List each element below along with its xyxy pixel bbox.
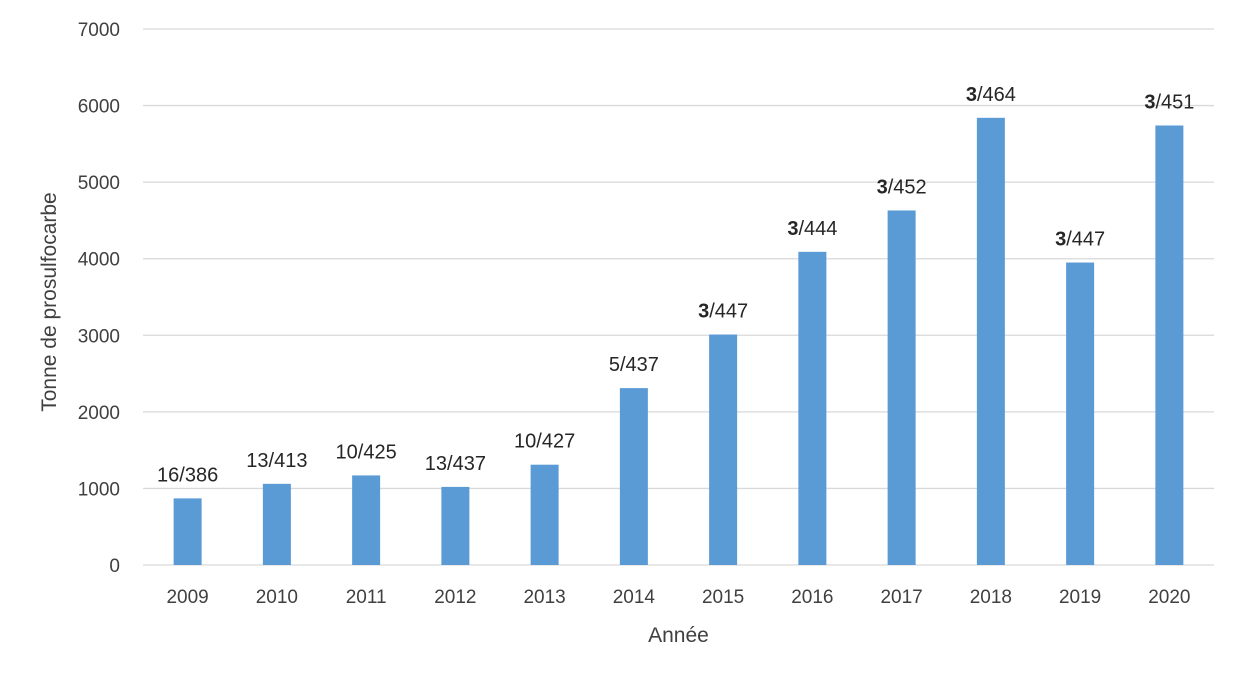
data-label-2017: 3/452 <box>877 176 927 198</box>
x-tick-label: 2018 <box>970 587 1012 608</box>
data-label-2014: 5/437 <box>609 354 659 376</box>
data-label-2020: 3/451 <box>1144 91 1194 113</box>
y-axis-title: Tonne de prosulfocarbe <box>38 192 61 412</box>
y-axis-ticks: 0 1000 2000 3000 4000 5000 6000 7000 <box>78 20 120 577</box>
bars <box>173 117 1184 565</box>
y-tick-label: 2000 <box>78 403 120 424</box>
bar-2013 <box>530 464 559 565</box>
y-tick-label: 0 <box>109 556 120 577</box>
y-tick-label: 3000 <box>78 326 120 347</box>
bar-2012 <box>441 486 470 565</box>
y-tick-label: 4000 <box>78 250 120 271</box>
data-label-2018: 3/464 <box>966 84 1016 106</box>
x-tick-label: 2014 <box>613 587 656 608</box>
bar-2015 <box>709 334 738 565</box>
data-labels: 16/386 13/413 10/425 13/437 10/427 5/437 3/447… <box>157 84 1194 487</box>
bar-2020 <box>1155 125 1184 565</box>
data-label-2016: 3/444 <box>787 218 837 240</box>
y-tick-label: 5000 <box>78 173 120 194</box>
bar-2014 <box>619 388 648 565</box>
bar-2010 <box>262 483 291 565</box>
x-axis-ticks: 2009 2010 2011 2012 2013 2014 2015 2016 2017 2018… <box>166 587 1190 608</box>
bar-2018 <box>976 117 1005 565</box>
data-label-2011: 10/425 <box>336 441 397 463</box>
x-tick-label: 2012 <box>434 587 476 608</box>
x-tick-label: 2013 <box>523 587 565 608</box>
x-tick-label: 2016 <box>791 587 833 608</box>
data-label-2010: 13/413 <box>246 450 307 472</box>
bar-2011 <box>352 475 381 565</box>
y-tick-label: 6000 <box>78 97 120 118</box>
data-label-2015: 3/447 <box>698 301 748 323</box>
data-label-2019: 3/447 <box>1055 229 1105 251</box>
x-tick-label: 2017 <box>880 587 922 608</box>
bar-2009 <box>173 498 202 565</box>
x-tick-label: 2011 <box>346 587 387 608</box>
x-tick-label: 2009 <box>166 587 208 608</box>
y-tick-label: 7000 <box>78 20 120 41</box>
bar-2017 <box>887 210 916 565</box>
gridlines <box>143 28 1214 566</box>
x-tick-label: 2015 <box>702 587 744 608</box>
y-tick-label: 1000 <box>78 479 120 500</box>
bar-2016 <box>798 251 827 565</box>
data-label-2013: 10/427 <box>514 431 575 453</box>
bar-2019 <box>1066 262 1095 565</box>
x-tick-label: 2010 <box>256 587 298 608</box>
x-tick-label: 2019 <box>1059 587 1101 608</box>
data-label-2009: 16/386 <box>157 464 218 486</box>
data-label-2012: 13/437 <box>425 453 486 475</box>
x-axis-title: Année <box>648 624 709 647</box>
x-tick-label: 2020 <box>1148 587 1190 608</box>
